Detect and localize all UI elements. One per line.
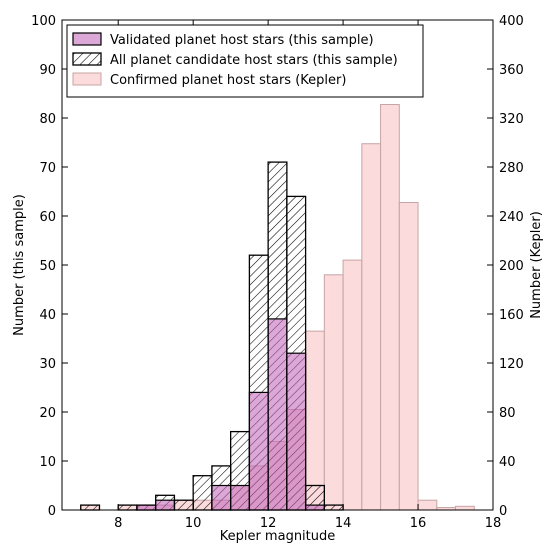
legend-swatch-kepler — [72, 72, 102, 86]
y-tick-right-label: 120 — [499, 357, 524, 372]
y-tick-left-label: 70 — [39, 161, 56, 176]
candidate-bar — [323, 504, 344, 511]
y-tick-right-label: 200 — [499, 259, 524, 274]
candidate-bar — [80, 504, 101, 511]
y-tick-right-label: 40 — [499, 455, 516, 470]
y-tick-left-label: 40 — [39, 308, 56, 323]
legend-box — [66, 24, 424, 98]
legend: Validated planet host stars (this sample… — [66, 24, 424, 98]
y-tick-left-label: 10 — [39, 455, 56, 470]
y-axis-left-label: Number (this sample) — [12, 194, 27, 336]
y-axis-right-label: Number (Kepler) — [529, 211, 544, 319]
axis-ticks-group: 8 10 12 14 16 1801020304050607080901000408012… — [31, 14, 524, 531]
x-tick-label: 10 — [185, 516, 202, 531]
y-tick-left-label: 0 — [48, 504, 56, 519]
candidate-bar — [192, 475, 213, 511]
x-tick-label: 14 — [335, 516, 352, 531]
kepler-bar — [323, 274, 344, 511]
validated-bar — [211, 484, 232, 511]
legend-label: Confirmed planet host stars (Kepler) — [110, 73, 346, 88]
kepler-bar — [305, 330, 325, 511]
y-tick-left-label: 60 — [39, 210, 56, 225]
y-tick-right-label: 320 — [499, 112, 524, 127]
kepler-bar — [417, 499, 438, 511]
x-tick-label: 16 — [410, 516, 427, 531]
x-axis-label: Kepler magnitude — [220, 529, 336, 544]
validated-bar — [305, 504, 325, 511]
y-tick-right-label: 240 — [499, 210, 524, 225]
y-tick-left-label: 100 — [31, 14, 56, 29]
legend-swatch-hatched — [72, 52, 102, 66]
legend-swatch-validated — [72, 32, 102, 46]
x-tick-label: 8 — [114, 516, 122, 531]
y-tick-right-label: 80 — [499, 406, 516, 421]
x-tick-label: 12 — [260, 516, 277, 531]
x-tick-label: 18 — [485, 516, 502, 531]
y-tick-left-label: 80 — [39, 112, 56, 127]
y-tick-left-label: 30 — [39, 357, 56, 372]
candidate-bar — [173, 499, 194, 511]
y-tick-right-label: 160 — [499, 308, 524, 323]
y-tick-right-label: 280 — [499, 161, 524, 176]
validated-bar — [230, 484, 250, 511]
validated-bar — [286, 352, 307, 511]
validated-bar — [248, 391, 269, 511]
y-tick-right-label: 400 — [499, 14, 524, 29]
y-tick-right-label: 360 — [499, 63, 524, 78]
kepler-bar — [398, 202, 419, 511]
validated-bars-group — [136, 318, 325, 511]
kepler-bar — [455, 505, 475, 511]
kepler-bar — [342, 259, 363, 511]
y-tick-left-label: 50 — [39, 259, 56, 274]
validated-bar — [155, 499, 176, 511]
y-tick-right-label: 0 — [499, 504, 507, 519]
legend-label: All planet candidate host stars (this sa… — [110, 53, 398, 68]
candidate-bar — [117, 504, 138, 511]
legend-label: Validated planet host stars (this sample… — [110, 33, 374, 48]
validated-bar — [267, 318, 288, 511]
kepler-bar — [361, 143, 382, 511]
y-tick-left-label: 20 — [39, 406, 56, 421]
y-tick-left-label: 90 — [39, 63, 56, 78]
validated-bar — [136, 504, 157, 511]
kepler-bar — [380, 104, 400, 511]
